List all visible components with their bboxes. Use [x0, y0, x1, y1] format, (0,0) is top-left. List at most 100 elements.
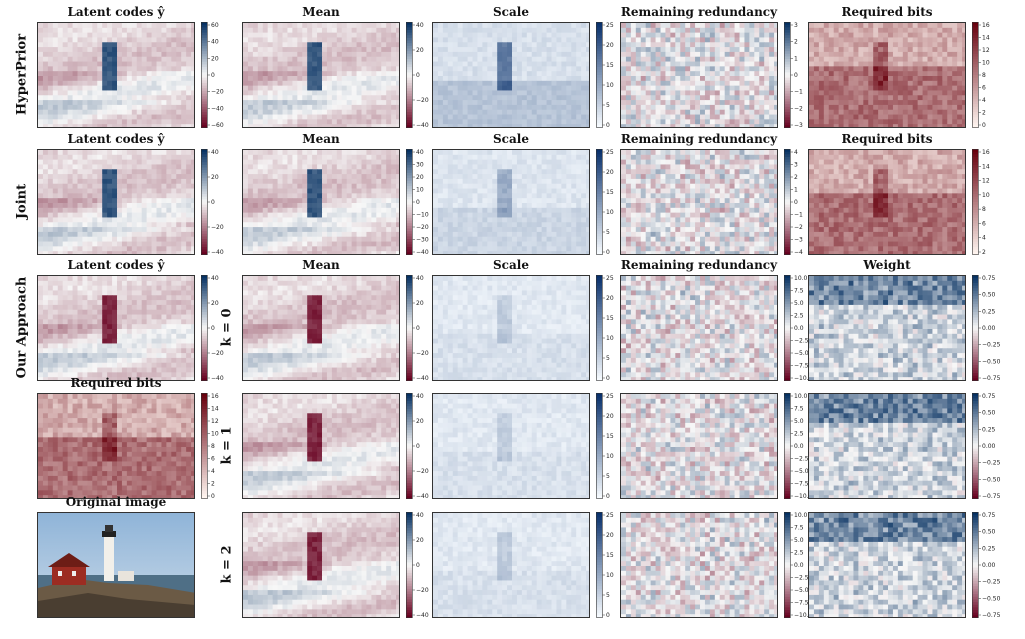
colorbar-r0-c2: 25 20 15 10 5 0	[596, 22, 626, 128]
colorbar-tick: −10	[416, 212, 429, 219]
heatmap-panel-r1-c1	[242, 149, 400, 255]
colorbar-tick: −40	[416, 612, 429, 618]
colorbar-tick: 0	[982, 122, 986, 128]
colorbar-tick: 0.25	[982, 308, 996, 315]
heatmap-panel-r2-c0	[37, 275, 195, 381]
colorbar-r2-c1: 40 20 0 −20 −40	[406, 275, 436, 381]
k-label: k = 0	[219, 308, 235, 347]
colorbar-tick: −7.5	[794, 363, 809, 370]
panel-title: Required bits	[841, 5, 933, 19]
colorbar-tick: −40	[416, 493, 429, 499]
colorbar-tick: 15	[606, 62, 614, 69]
colorbar-tick: 0	[416, 443, 420, 450]
colorbar-tick: 15	[606, 552, 614, 559]
colorbar-r3-c4: 0.75 0.50 0.25 0.00 −0.25 −0.50 −0.75	[972, 393, 1002, 499]
colorbar-tick: 20	[606, 413, 614, 420]
colorbar-r3-c0: 16 14 12 10 8 6 4 2 0	[201, 393, 231, 499]
colorbar-tick: 0.25	[982, 426, 996, 433]
colorbar-r4-c3: 10.0 7.5 5.0 2.5 0.0 −2.5 −5.0 −7.5 −10.0	[784, 512, 814, 618]
colorbar-tick: 10	[606, 209, 614, 216]
colorbar-tick: 0	[606, 375, 610, 381]
heatmap-panel-r0-c0	[37, 22, 195, 128]
colorbar-tick: −0.25	[982, 460, 1001, 467]
colorbar-tick: 0.75	[982, 275, 996, 282]
colorbar-tick: 2.5	[794, 431, 804, 438]
colorbar-tick: −20	[211, 350, 224, 357]
colorbar-tick: 5	[606, 102, 610, 109]
colorbar-tick: 40	[211, 275, 219, 282]
colorbar-tick: −30	[416, 237, 429, 244]
colorbar-tick: −2	[794, 224, 803, 231]
colorbar-tick: 40	[416, 149, 424, 156]
colorbar-tick: 40	[211, 149, 219, 156]
colorbar-tick: 12	[982, 47, 990, 54]
colorbar-r2-c0: 40 20 0 −20 −40	[201, 275, 231, 381]
colorbar-tick: 10	[606, 82, 614, 89]
panel-title: Scale	[493, 258, 529, 272]
colorbar-tick: 7.5	[794, 406, 804, 413]
panel-title: Required bits	[841, 132, 933, 146]
colorbar-tick: 40	[211, 39, 219, 46]
original-image-title: Original image	[65, 495, 167, 509]
colorbar-tick: −4	[794, 249, 803, 255]
colorbar-tick: −0.50	[982, 595, 1001, 602]
colorbar-tick: 2	[794, 39, 798, 46]
colorbar-tick: −0.75	[982, 493, 1001, 499]
colorbar-tick: 1	[794, 187, 798, 194]
panel-title: Latent codes ŷ	[67, 5, 165, 19]
heatmap-panel-r0-c4	[808, 22, 966, 128]
colorbar-tick: −20	[416, 468, 429, 475]
colorbar-tick: 3	[794, 162, 798, 169]
colorbar-tick: −2.5	[794, 575, 809, 582]
colorbar-r2-c3: 10.0 7.5 5.0 2.5 0.0 −2.5 −5.0 −7.5 −10.0	[784, 275, 814, 381]
heatmap-panel-r3-c1	[242, 393, 400, 499]
colorbar-r2-c2: 25 20 15 10 5 0	[596, 275, 626, 381]
colorbar-r2-c4: 0.75 0.50 0.25 0.00 −0.25 −0.50 −0.75	[972, 275, 1002, 381]
heatmap-panel-r1-c2	[432, 149, 590, 255]
colorbar-tick: 5	[606, 473, 610, 480]
colorbar-tick: 0.0	[794, 562, 804, 569]
heatmap-panel-r4-c3	[620, 512, 778, 618]
colorbar-tick: −0.50	[982, 476, 1001, 483]
colorbar-tick: 0	[416, 199, 420, 206]
panel-title: Remaining redundancy	[620, 258, 778, 272]
colorbar-tick: 10	[606, 572, 614, 579]
panel-title: Latent codes ŷ	[67, 258, 165, 272]
heatmap-panel-r2-c4	[808, 275, 966, 381]
colorbar-tick: 20	[416, 174, 424, 181]
colorbar-tick: −1	[794, 212, 803, 219]
heatmap-panel-r3-c2	[432, 393, 590, 499]
colorbar-r3-c2: 25 20 15 10 5 0	[596, 393, 626, 499]
colorbar-r3-c3: 10.0 7.5 5.0 2.5 0.0 −2.5 −5.0 −7.5 −10.0	[784, 393, 814, 499]
colorbar-tick: −10.0	[794, 612, 813, 618]
colorbar-r3-c1: 40 20 0 −20 −40	[406, 393, 436, 499]
colorbar-r0-c3: 3 2 1 0 −1 −2 −3	[784, 22, 814, 128]
colorbar-tick: −20	[416, 350, 429, 357]
colorbar-tick: −10.0	[794, 493, 813, 499]
colorbar-tick: 10	[982, 60, 990, 67]
colorbar-tick: 20	[416, 418, 424, 425]
colorbar-tick: −10.0	[794, 375, 813, 381]
colorbar-tick: 16	[982, 22, 990, 29]
colorbar-tick: −60	[211, 122, 224, 128]
colorbar-tick: 0	[211, 325, 215, 332]
colorbar-tick: 4	[211, 468, 215, 475]
colorbar-tick: 0	[606, 493, 610, 499]
colorbar-tick: 0.50	[982, 292, 996, 299]
heatmap-panel-r1-c3	[620, 149, 778, 255]
colorbar-tick: 0	[416, 562, 420, 569]
colorbar-tick: −0.75	[982, 612, 1001, 618]
colorbar-tick: 5	[606, 355, 610, 362]
colorbar-tick: −7.5	[794, 481, 809, 488]
colorbar-tick: −0.50	[982, 358, 1001, 365]
colorbar-tick: 8	[211, 443, 215, 450]
colorbar-tick: 12	[982, 178, 990, 185]
colorbar-tick: 15	[606, 433, 614, 440]
colorbar-tick: 5.0	[794, 537, 804, 544]
colorbar-tick: 2.5	[794, 313, 804, 320]
colorbar-tick: −0.75	[982, 375, 1001, 381]
colorbar-tick: 6	[982, 85, 986, 92]
colorbar-tick: 0	[211, 72, 215, 79]
heatmap-panel-r4-c4	[808, 512, 966, 618]
colorbar-tick: 20	[416, 300, 424, 307]
